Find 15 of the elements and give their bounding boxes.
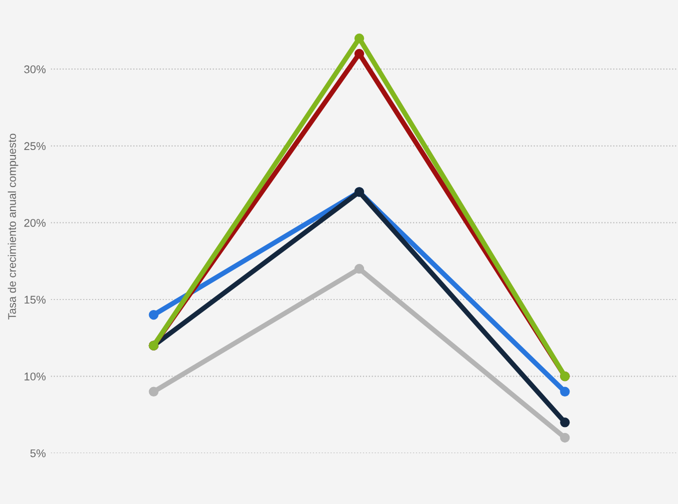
point [560, 386, 570, 397]
y-tick-label: 10% [24, 372, 46, 380]
y-tick-label: 5% [30, 449, 46, 458]
point [148, 386, 159, 397]
point [354, 48, 364, 59]
point [354, 264, 364, 274]
y-tick-label: 20% [24, 218, 46, 227]
point [560, 418, 570, 428]
point [560, 432, 570, 443]
y-tick-label: 25% [24, 142, 46, 150]
y-tick-label: 30% [24, 65, 46, 74]
y-tick-label: 15% [24, 296, 46, 304]
point [148, 310, 159, 320]
point [354, 34, 364, 44]
y-axis-title: Tasa de crecimiento anual compuesto [8, 134, 18, 320]
